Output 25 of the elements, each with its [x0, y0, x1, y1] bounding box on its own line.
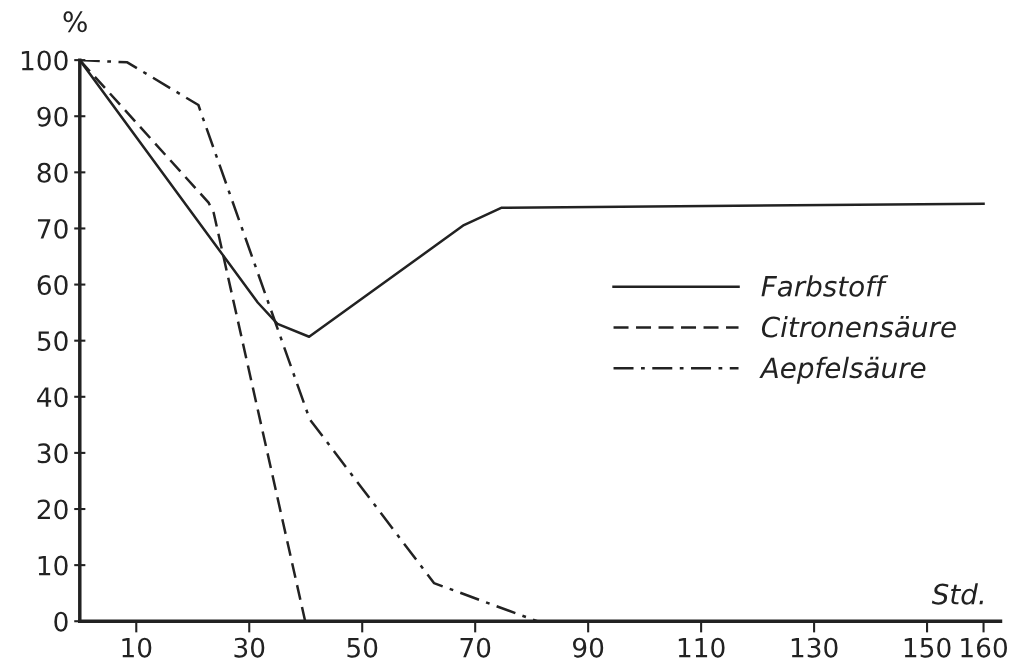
y-tick-label: 0 [54, 611, 68, 632]
x-tick-label: 50 [347, 637, 378, 658]
y-tick-label: 10 [38, 555, 68, 576]
x-tick-label: 10 [122, 637, 152, 658]
x-tick-label: 70 [460, 637, 491, 658]
y-axis-title: % [63, 11, 87, 33]
legend-label: Aepfelsäure [759, 356, 926, 384]
y-tick-label: 60 [37, 275, 68, 295]
legend-label: Citronensäure [761, 316, 956, 338]
y-tick-label: 100 [21, 50, 68, 71]
y-tick-label: 90 [37, 106, 68, 127]
x-axis-title: Std. [931, 583, 983, 605]
x-tick-label: 30 [234, 637, 265, 658]
y-tick-label: 50 [37, 331, 68, 352]
x-tick-label: 130 [791, 637, 838, 658]
x-tick-label: 90 [573, 637, 604, 658]
y-tick-label: 70 [37, 218, 68, 239]
x-tick-label: 160 [961, 637, 1007, 658]
y-tick-label: 40 [37, 387, 68, 408]
y-tick-label: 30 [37, 443, 68, 464]
x-tick-label: 110 [678, 637, 725, 658]
y-tick-label: 20 [37, 499, 68, 520]
legend-label: Farbstoff [761, 275, 889, 297]
x-tick-label: 150 [904, 637, 951, 658]
y-tick-label: 80 [37, 162, 68, 183]
